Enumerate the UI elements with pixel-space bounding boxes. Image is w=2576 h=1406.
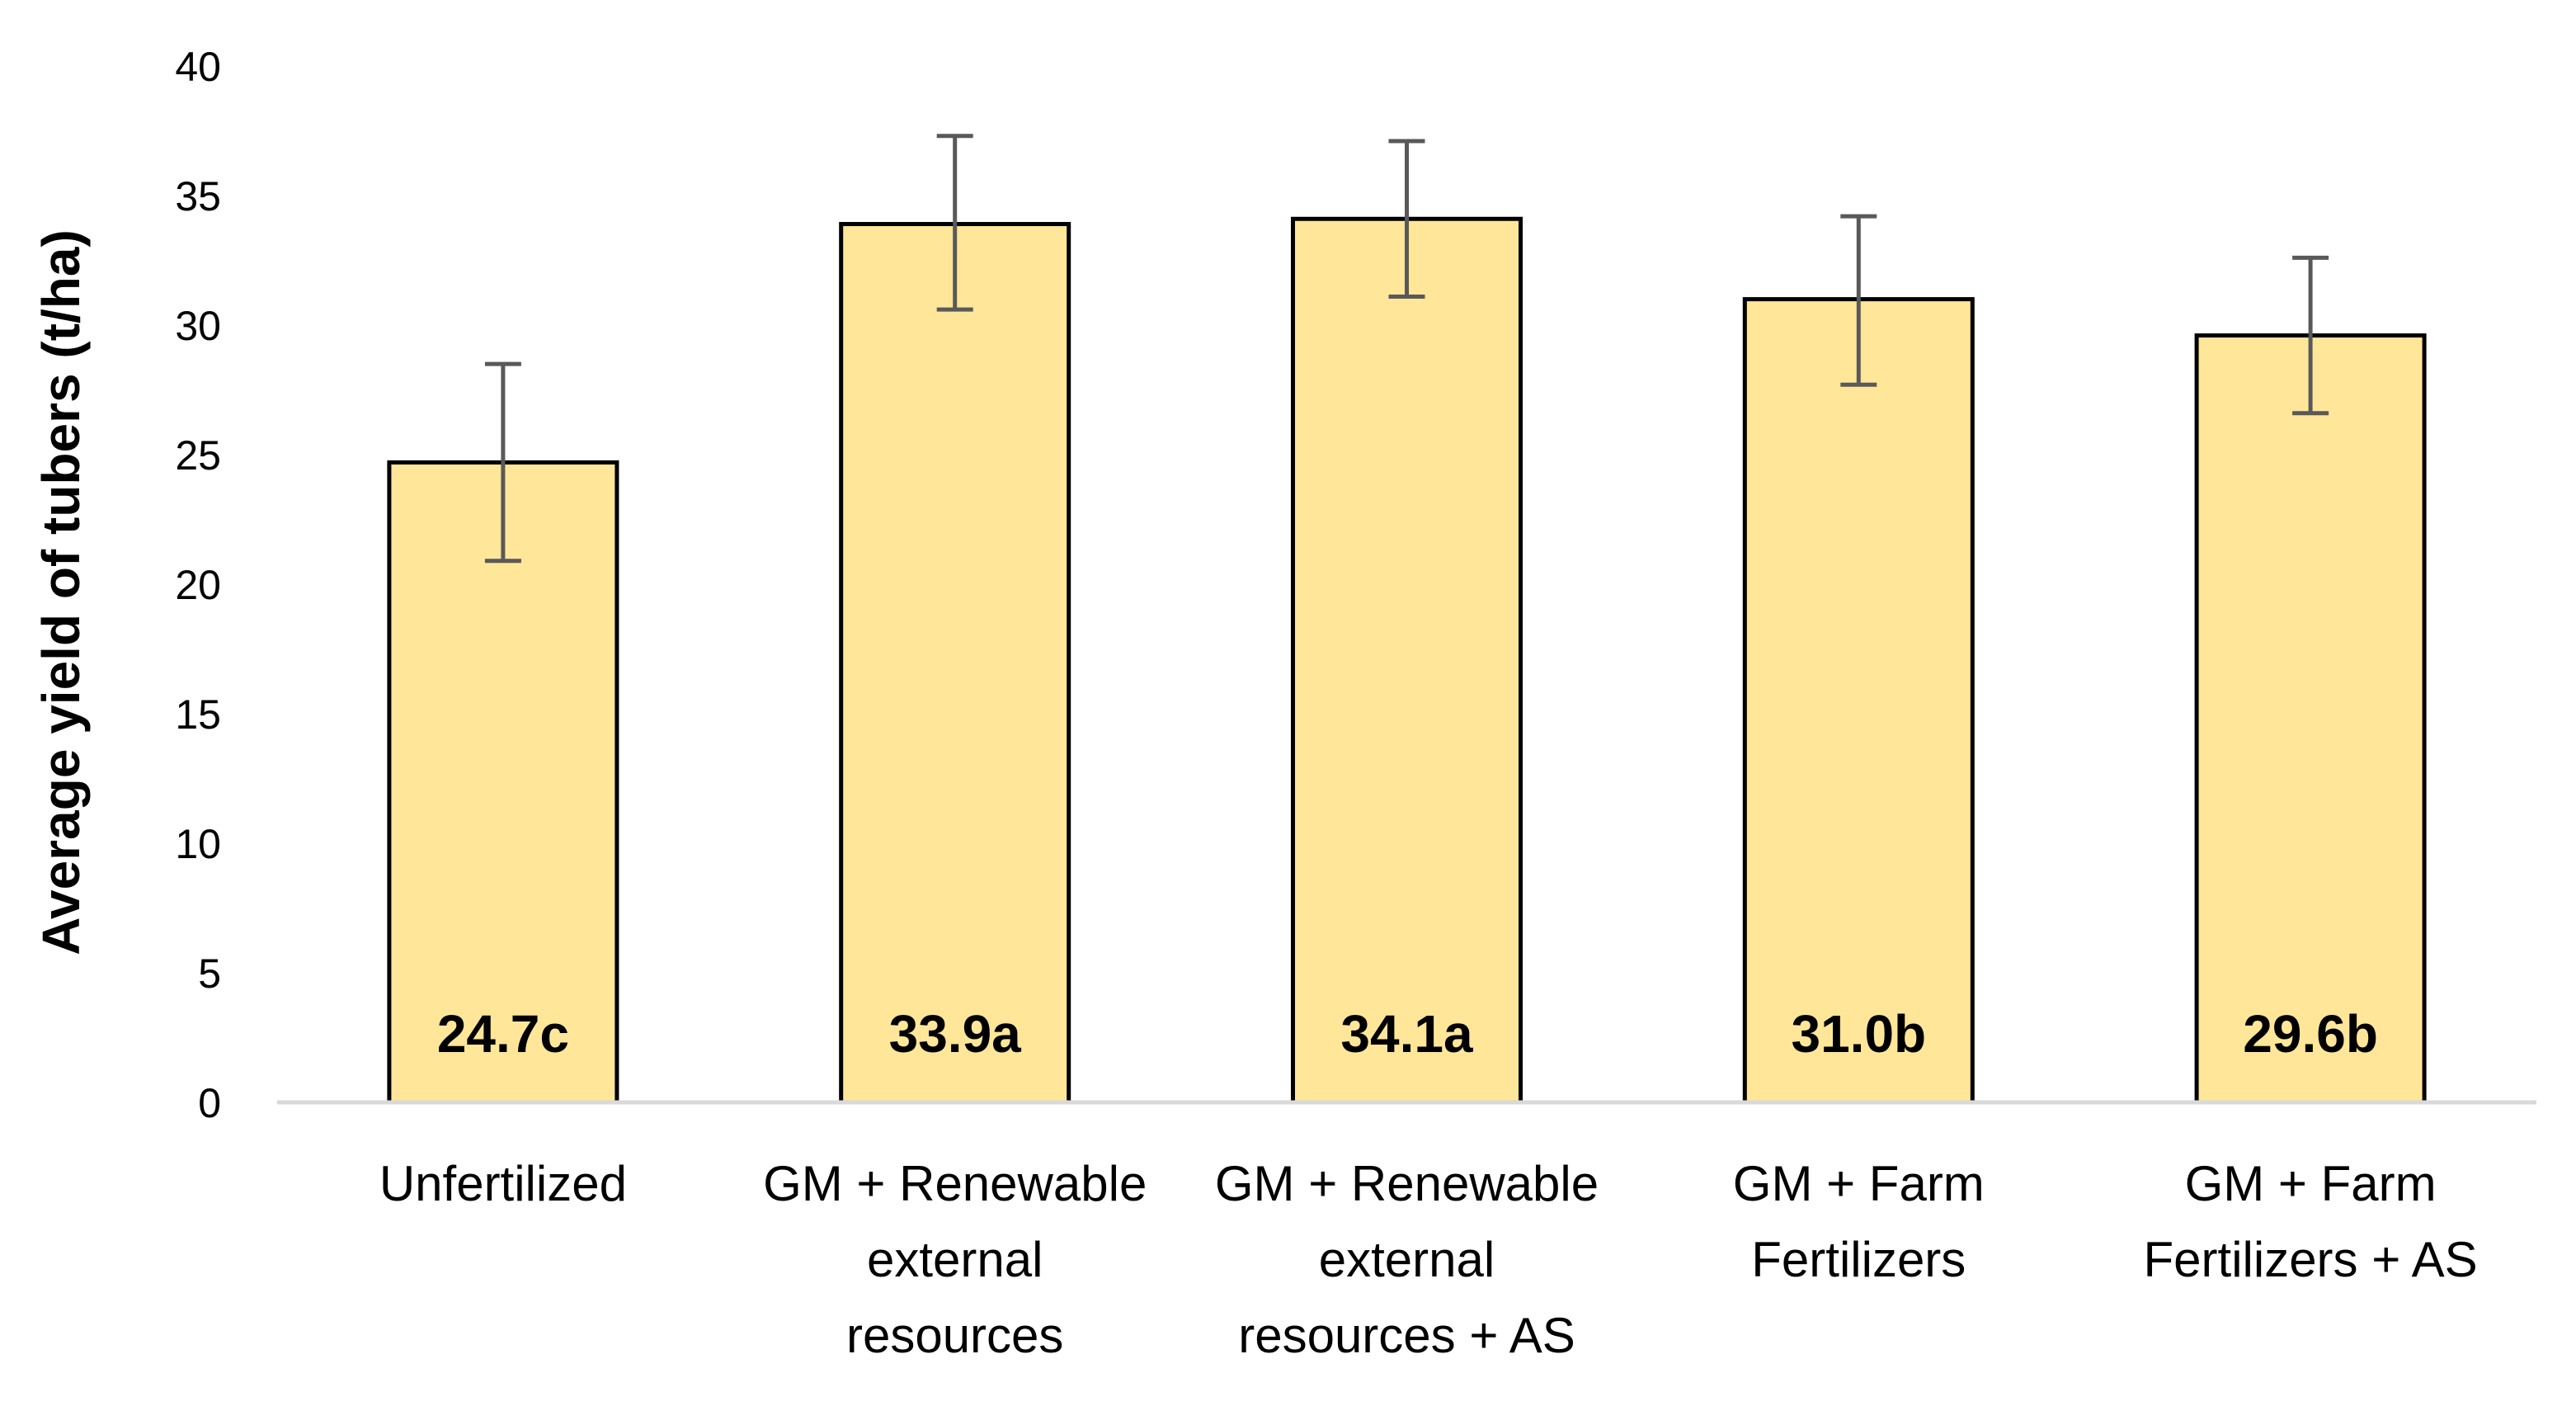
data-labels: 24.7c 33.9a 34.1a 31.0b 29.6b <box>437 1004 2378 1064</box>
category-label: GM + Farm Fertilizers <box>1733 1156 1985 1287</box>
data-label: 29.6b <box>2243 1004 2378 1064</box>
category-labels: Unfertilized GM + Renewable external resour… <box>379 1156 2478 1363</box>
bars <box>387 216 2427 1105</box>
error-bar <box>936 134 973 312</box>
category-label-line: resources + AS <box>1238 1308 1575 1363</box>
y-tick-label: 40 <box>175 44 221 90</box>
category-label-line: GM + Farm <box>1733 1156 1985 1211</box>
data-label: 34.1a <box>1340 1004 1473 1064</box>
y-tick-label: 5 <box>198 951 221 997</box>
y-tick-label: 35 <box>175 173 221 219</box>
category-label-line: external <box>1319 1232 1495 1287</box>
category-label-line: Fertilizers <box>1751 1232 1966 1287</box>
error-bars <box>484 134 2329 564</box>
y-axis-ticks: 0 5 10 15 20 25 30 35 40 <box>175 44 221 1126</box>
category-label: Unfertilized <box>379 1156 627 1211</box>
data-label: 24.7c <box>437 1004 569 1064</box>
category-label-line: Fertilizers + AS <box>2144 1232 2478 1287</box>
bar <box>1291 216 1523 1105</box>
y-tick-label: 30 <box>175 303 221 349</box>
y-tick-label: 20 <box>175 562 221 608</box>
category-label-line: Unfertilized <box>379 1156 627 1211</box>
category-label-line: GM + Renewable <box>763 1156 1147 1211</box>
y-tick-label: 0 <box>198 1080 221 1126</box>
y-tick-label: 15 <box>175 691 221 738</box>
bar <box>839 222 1071 1105</box>
data-label: 31.0b <box>1791 1004 1926 1064</box>
y-tick-label: 25 <box>175 432 221 479</box>
bar <box>2194 333 2427 1105</box>
bar <box>1742 297 1975 1105</box>
category-label: GM + Farm Fertilizers + AS <box>2144 1156 2478 1287</box>
category-label: GM + Renewable external resources + AS <box>1215 1156 1599 1363</box>
error-bar <box>1840 214 1877 387</box>
data-label: 33.9a <box>889 1004 1022 1064</box>
y-axis-title-group: Average yield of tubers (t/ha) <box>31 229 91 955</box>
error-bar <box>1388 139 1425 299</box>
y-axis-title: Average yield of tubers (t/ha) <box>31 229 91 955</box>
bar <box>387 460 619 1105</box>
category-label-line: GM + Farm <box>2185 1156 2437 1211</box>
y-tick-label: 10 <box>175 821 221 867</box>
category-label: GM + Renewable external resources <box>763 1156 1147 1363</box>
error-bar <box>2292 255 2329 416</box>
category-label-line: external <box>867 1232 1043 1287</box>
error-bar <box>484 361 521 564</box>
category-label-line: resources <box>846 1308 1063 1363</box>
category-label-line: GM + Renewable <box>1215 1156 1599 1211</box>
